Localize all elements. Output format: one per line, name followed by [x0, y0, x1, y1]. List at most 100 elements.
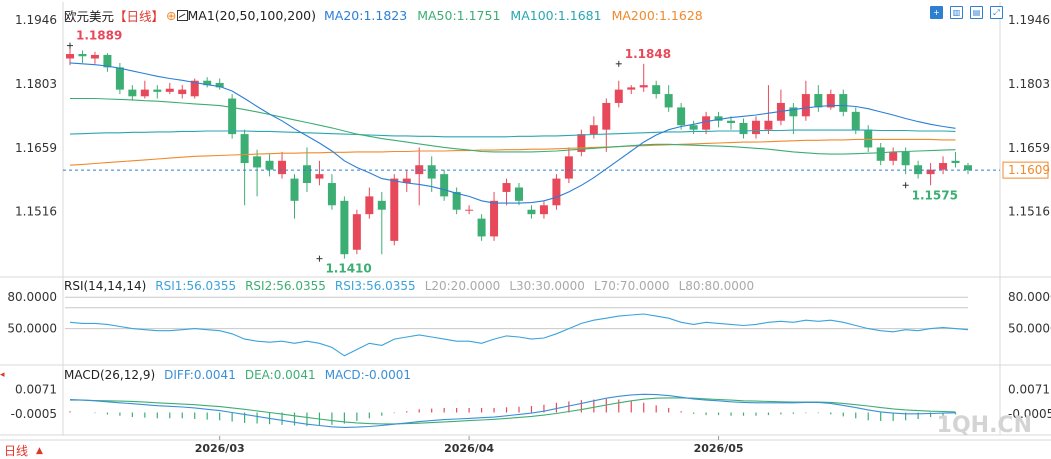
price-tick-label-right: 1.1659	[1008, 141, 1050, 155]
candle-body	[490, 200, 499, 237]
candle-body	[115, 67, 124, 90]
l70-value: L70:70.0000	[593, 279, 670, 293]
chart-style-icon[interactable]: ▥	[950, 6, 963, 19]
dropdown-arrow-icon: ▲	[36, 445, 43, 456]
candle-body	[764, 120, 773, 130]
candle-body	[689, 125, 698, 130]
candle-body	[352, 214, 361, 250]
candle-body	[964, 165, 972, 171]
low-annotation: 1.1410	[325, 262, 371, 276]
candle-body	[128, 89, 137, 97]
candle-body	[789, 107, 798, 117]
price-tick-label-right: 1.1516	[1008, 205, 1050, 219]
candle-body	[564, 156, 573, 179]
rsi-tick-label-left: 50.0000	[7, 322, 57, 336]
candle-body	[365, 196, 374, 215]
price-tick-label-right: 1.1803	[1008, 77, 1050, 91]
rsi-title: RSI(14,14,14)	[64, 279, 147, 293]
candle-body	[452, 191, 461, 210]
candle-body	[851, 111, 860, 130]
last-price-box	[1002, 161, 1049, 179]
macd-tick-label-right: 0.0071	[1008, 382, 1050, 396]
candle-body	[90, 54, 99, 59]
macd-value: MACD:-0.0001	[324, 368, 412, 382]
settings-icon[interactable]: ⊕	[166, 7, 177, 23]
indicator-icon[interactable]	[176, 9, 188, 21]
ma200-value: MA200:1.1628	[611, 7, 703, 23]
candle-body	[826, 94, 835, 108]
low-annotation: 1.1575	[912, 188, 958, 202]
rsi2-value: RSI2:56.0355	[245, 279, 326, 293]
candle-body	[939, 163, 948, 170]
main-chart-header: 欧元美元 【日线】 ⊕ MA1(20,50,100,200) MA20:1.18…	[64, 6, 703, 24]
rsi1-value: RSI1:56.0355	[155, 279, 237, 293]
candle-body	[477, 218, 486, 237]
candle-body	[265, 160, 274, 170]
rsi-tick-label-left: 80.0000	[7, 290, 57, 304]
candle-body	[702, 116, 711, 130]
price-tick-label-left: 1.1803	[15, 77, 57, 91]
candle-body	[914, 165, 923, 175]
candle-body	[614, 89, 623, 103]
ma50-line	[70, 97, 956, 155]
candle-body	[315, 174, 324, 179]
candle-body	[253, 156, 262, 168]
candle-body	[215, 82, 224, 88]
candle-body	[140, 89, 149, 97]
candle-body	[502, 183, 511, 192]
candle-body	[751, 120, 760, 135]
rsi-line	[69, 313, 969, 357]
high-annotation: 1.1848	[625, 47, 671, 61]
ma20-line	[69, 62, 956, 204]
candle-body	[290, 178, 299, 201]
candle-body	[390, 178, 399, 241]
candle-body	[627, 87, 636, 90]
candle-body	[377, 200, 386, 210]
dea-value: DEA:0.0041	[244, 368, 316, 382]
collapse-arrow-icon[interactable]: ◂	[0, 370, 5, 380]
candle-body	[153, 89, 162, 92]
candle-body	[602, 102, 611, 130]
candle-body	[78, 54, 87, 57]
candle-body	[639, 85, 648, 88]
period-label[interactable]: 【日线】	[114, 8, 165, 24]
candle-body	[664, 94, 673, 108]
candle-body	[951, 160, 960, 164]
macd-header: MACD(26,12,9) DIFF:0.0041 DEA:0.0041 MAC…	[64, 368, 411, 382]
ma50-value: MA50:1.1751	[417, 7, 501, 23]
candle-body	[228, 98, 237, 135]
compare-icon[interactable]: ▤	[970, 6, 983, 19]
candle-body	[876, 147, 885, 161]
candle-body	[340, 200, 349, 255]
candle-body	[440, 174, 449, 197]
l20-value: L20:20.0000	[424, 279, 501, 293]
l30-value: L30:30.0000	[509, 279, 585, 293]
candle-body	[901, 151, 910, 166]
candle-body	[839, 94, 848, 112]
candle-body	[714, 116, 723, 121]
candle-body	[165, 88, 174, 92]
diff-line	[69, 393, 956, 428]
symbol-label: 欧元美元	[64, 8, 115, 24]
candle-body	[926, 169, 935, 175]
candle-body	[302, 165, 311, 184]
x-axis-label: 2026/05	[694, 442, 744, 455]
candle-body	[278, 160, 287, 175]
add-indicator-icon[interactable]: +	[930, 6, 943, 19]
candle-body	[178, 89, 187, 95]
fullscreen-icon[interactable]: ⤢	[990, 6, 1003, 19]
candle-body	[739, 122, 748, 135]
period-selector-button[interactable]: 日线 ▲	[4, 442, 43, 459]
candle-body	[203, 80, 212, 86]
candle-body	[577, 134, 586, 152]
rsi3-value: RSI3:56.0355	[334, 279, 416, 293]
price-tick-label-left: 1.1659	[15, 141, 57, 155]
candle-body	[190, 80, 199, 97]
last-price-label: 1.1609	[1008, 163, 1050, 177]
candle-body	[515, 187, 523, 201]
candle-body	[727, 120, 736, 123]
candle-body	[427, 165, 436, 179]
candle-body	[240, 134, 249, 164]
price-tick-label-left: 1.1946	[15, 13, 57, 27]
